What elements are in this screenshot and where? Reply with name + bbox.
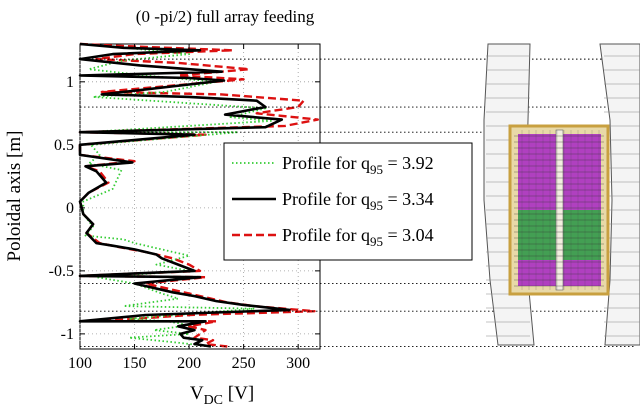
series-layer bbox=[78, 42, 319, 348]
x-tick-label: 300 bbox=[286, 355, 310, 372]
legend-label-1: Profile for q95 = 3.92 bbox=[282, 153, 434, 177]
x-tick-label: 200 bbox=[177, 355, 201, 372]
y-tick-label: -1 bbox=[61, 326, 74, 343]
right-wall bbox=[599, 43, 640, 346]
x-tick-label: 100 bbox=[68, 355, 92, 372]
x-axis-label-sub: DC bbox=[204, 393, 223, 408]
left-panel-green bbox=[518, 210, 556, 260]
x-axis-label-unit: [V] bbox=[223, 383, 254, 404]
right-panel-green bbox=[563, 210, 601, 260]
legend-label-3: Profile for q95 = 3.04 bbox=[282, 225, 434, 249]
y-axis-label: Poloidal axis [m] bbox=[4, 131, 25, 262]
antenna-drawing bbox=[483, 43, 640, 346]
y-tick-label: 0.5 bbox=[54, 137, 74, 154]
chart-title: (0 -pi/2) full array feeding bbox=[136, 7, 315, 26]
series-line-1 bbox=[82, 45, 272, 348]
reference-lines bbox=[80, 58, 636, 347]
series-line-2 bbox=[78, 42, 291, 348]
x-axis-label: VDC [V] bbox=[190, 383, 254, 408]
center-septum bbox=[555, 129, 564, 291]
y-tick-label: -0.5 bbox=[49, 263, 74, 280]
legend-label-2: Profile for q95 = 3.34 bbox=[282, 189, 434, 213]
x-tick-label: 250 bbox=[232, 355, 256, 372]
x-axis-label-main: V bbox=[190, 383, 204, 404]
legend: Profile for q95 = 3.92 Profile for q95 = … bbox=[223, 142, 473, 261]
ticks: 100 150 200 250 300 -1 -0.5 0 0.5 1 bbox=[49, 44, 320, 372]
y-tick-label: 1 bbox=[66, 74, 74, 91]
x-tick-label: 150 bbox=[123, 355, 147, 372]
y-tick-label: 0 bbox=[66, 200, 74, 217]
